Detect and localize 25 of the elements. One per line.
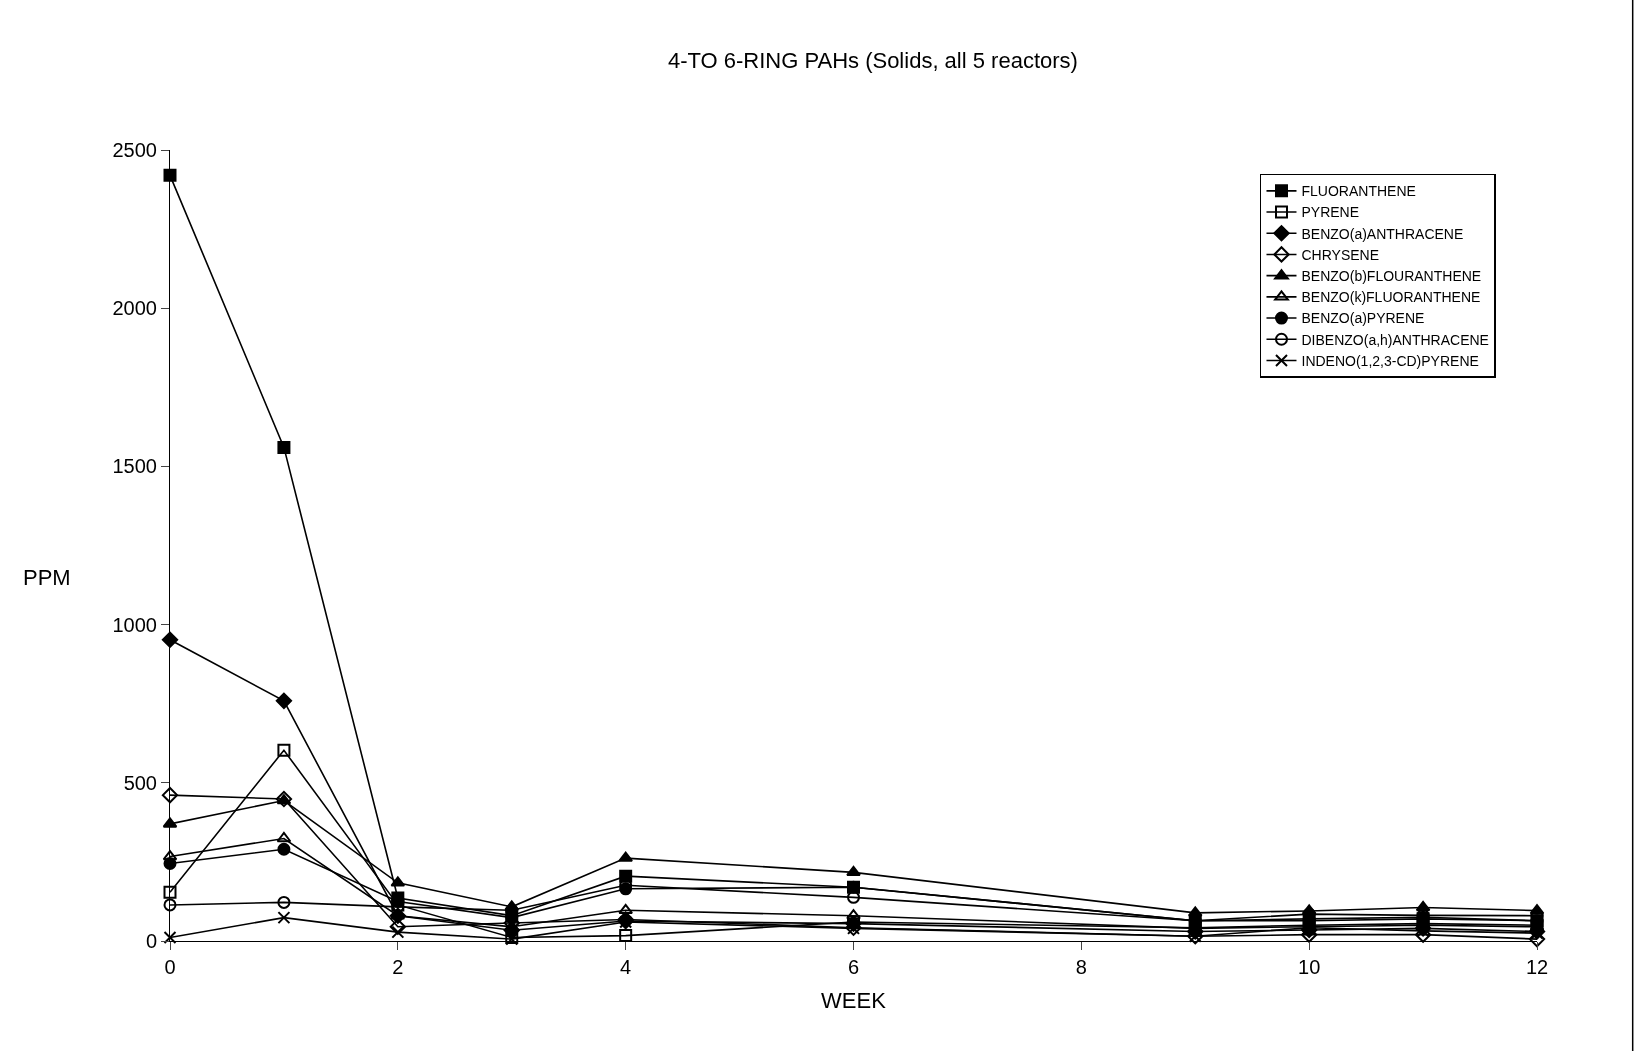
legend-label: FLUORANTHENE	[1301, 183, 1416, 200]
y-tick-label: 500	[123, 771, 157, 794]
legend-label: DIBENZO(a,h)ANTHRACENE	[1301, 331, 1489, 348]
legend-label: PYRENE	[1301, 204, 1360, 221]
legend-label: BENZO(b)FLOURANTHENE	[1301, 268, 1482, 285]
chart-title: 4-TO 6-RING PAHs (Solids, all 5 reactors)	[667, 47, 1078, 73]
y-tick-label: 1500	[112, 455, 157, 478]
x-tick-label: 6	[847, 956, 860, 978]
x-tick-label: 0	[164, 956, 176, 978]
legend-label: BENZO(k)FLUORANTHENE	[1301, 289, 1481, 306]
x-axis-title: WEEK	[821, 987, 887, 1013]
y-tick-label: 2500	[112, 139, 157, 161]
y-tick-label: 2000	[112, 297, 157, 320]
legend-label: BENZO(a)PYRENE	[1301, 310, 1425, 327]
x-tick-label: 4	[620, 956, 632, 978]
y-axis-title: PPM	[23, 565, 71, 590]
x-tick-label: 10	[1298, 956, 1321, 978]
y-tick-label: 0	[145, 930, 157, 952]
legend-label: CHRYSENE	[1301, 246, 1380, 263]
x-tick-label: 2	[392, 956, 404, 978]
legend-label: INDENO(1,2,3-CD)PYRENE	[1301, 352, 1479, 369]
legend-label: BENZO(a)ANTHRACENE	[1301, 225, 1464, 242]
y-tick-label: 1000	[112, 613, 157, 636]
x-tick-label: 8	[1075, 956, 1087, 978]
x-tick-label: 12	[1525, 956, 1549, 978]
